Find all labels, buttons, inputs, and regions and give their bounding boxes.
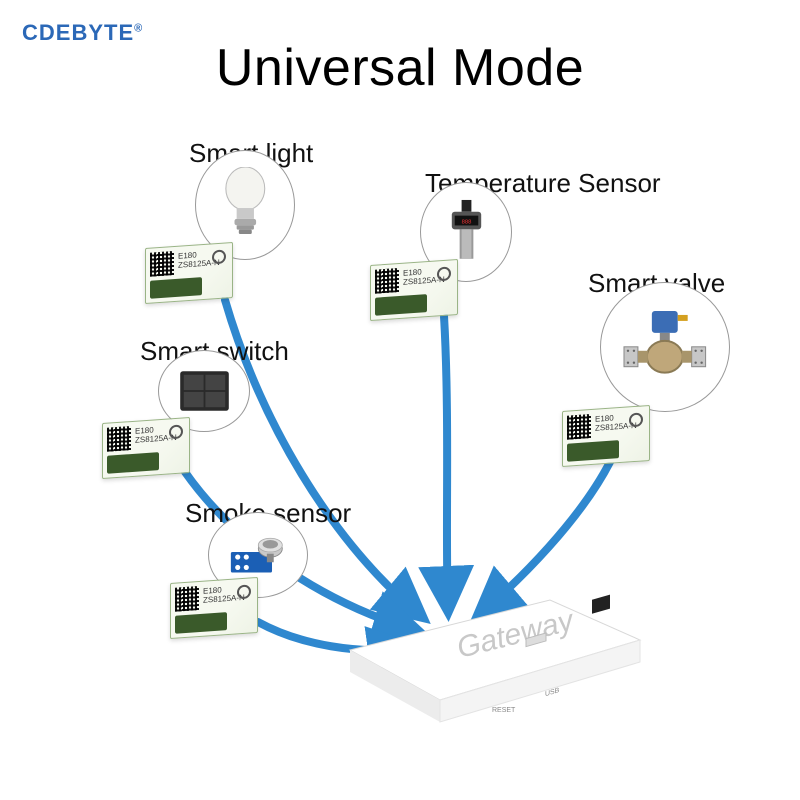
module-text: E180ZS8125A-N <box>595 413 637 434</box>
brand-logo: CDEBYTE® <box>22 20 143 46</box>
svg-text:888: 888 <box>461 219 471 225</box>
smart-valve-bubble <box>600 282 730 412</box>
switch-icon <box>173 363 236 419</box>
thermometer-icon: 888 <box>435 198 498 267</box>
smart-switch-module: E180ZS8125A-N <box>102 417 190 479</box>
module-text: E180ZS8125A-N <box>203 585 245 606</box>
smart-valve-module: E180ZS8125A-N <box>562 405 650 467</box>
module-text: E180ZS8125A-N <box>135 425 177 446</box>
page-title: Universal Mode <box>216 38 584 98</box>
gateway-reset-label: RESET <box>492 707 516 714</box>
smoke-sensor-module: E180ZS8125A-N <box>170 577 258 639</box>
smart-light-module: E180ZS8125A-N <box>145 242 233 304</box>
valve-icon <box>620 302 710 392</box>
gateway-device: Gateway RESET USB <box>340 590 650 730</box>
brand-name: CDEBYTE <box>22 20 134 45</box>
module-text: E180ZS8125A-N <box>178 250 220 271</box>
module-text: E180ZS8125A-N <box>403 267 445 288</box>
temperature-sensor-module: E180ZS8125A-N <box>370 259 458 321</box>
lightbulb-icon <box>211 167 280 243</box>
smoke-sensor-icon <box>224 526 293 585</box>
